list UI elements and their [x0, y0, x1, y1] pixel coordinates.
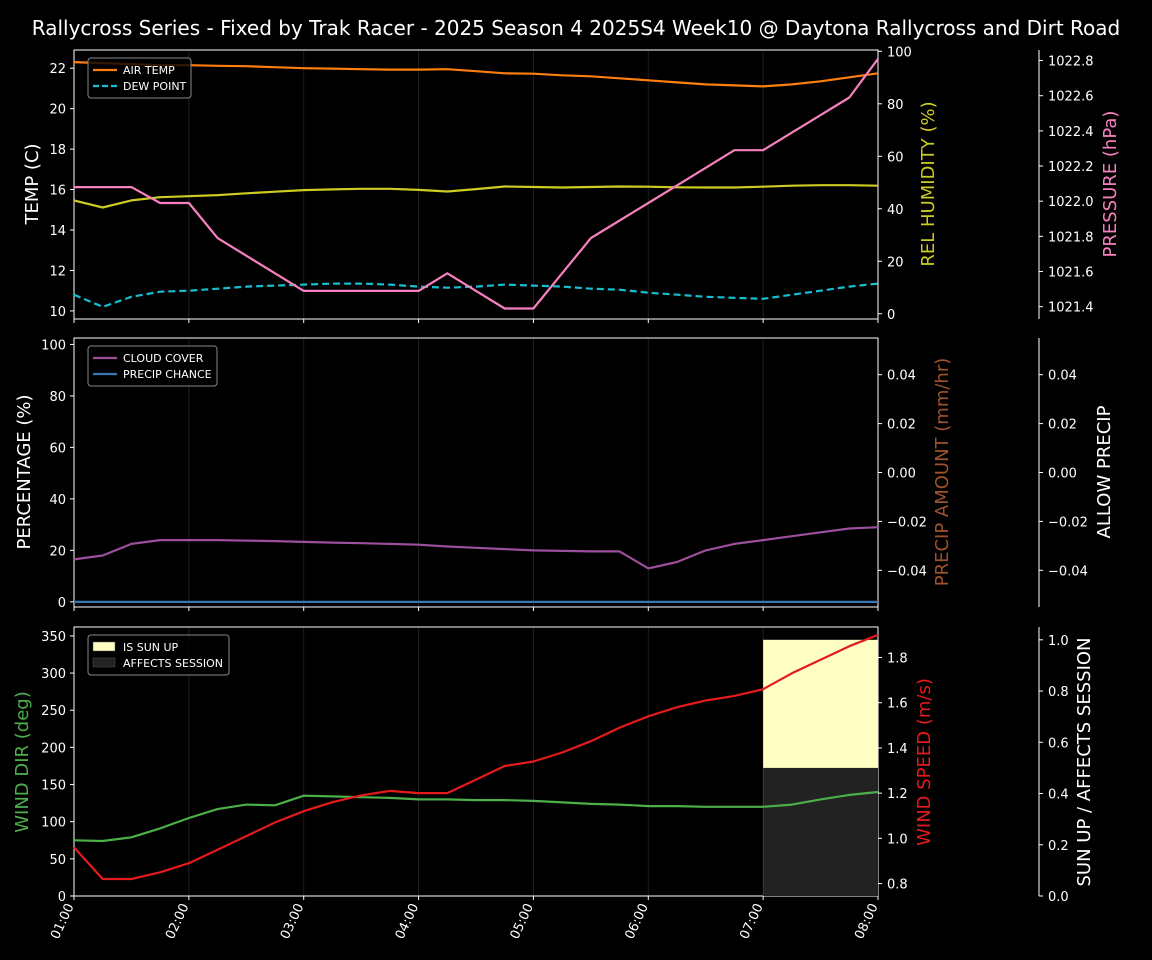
pressure-axis-tick-label: 1022.4 — [1048, 125, 1094, 140]
x-tick-label: 02:00 — [163, 901, 192, 941]
wind-speed-axis-tick-label: 0.8 — [887, 878, 908, 893]
sun-legend-patch — [92, 641, 116, 652]
pressure-axis-tick-label: 1021.4 — [1048, 301, 1094, 316]
percentage-axis-label: PERCENTAGE (%) — [14, 394, 35, 549]
wind-speed-axis-tick-label: 1.4 — [887, 742, 908, 757]
wind-speed-axis-tick-label: 1.8 — [887, 652, 908, 667]
x-tick-label: 05:00 — [508, 901, 537, 941]
wind-dir-axis-tick-label: 100 — [41, 816, 66, 831]
pressure-line — [74, 58, 879, 310]
temperature-legend-label: AIR TEMP — [123, 64, 175, 77]
pressure-axis-tick-label: 1021.8 — [1048, 230, 1094, 245]
wind-dir-line — [73, 790, 879, 843]
allow-precip-axis-tick-label: −0.04 — [1048, 564, 1088, 579]
humidity-axis-label: REL HUMIDITY (%) — [918, 101, 939, 266]
wind-dir-axis-tick-label: 350 — [41, 630, 66, 645]
wind-speed-axis-tick-label: 1.0 — [887, 832, 908, 847]
percentage-axis-tick-label: 80 — [49, 390, 66, 405]
humidity-axis-tick-label: 20 — [887, 255, 904, 270]
humidity-axis-tick-label: 80 — [887, 98, 904, 113]
sun-legend-label: AFFECTS SESSION — [123, 657, 223, 670]
x-tick-label: 08:00 — [852, 901, 881, 941]
sun-up-axis-tick-label: 0.0 — [1048, 890, 1069, 905]
chart-title: Rallycross Series - Fixed by Trak Racer … — [32, 16, 1120, 40]
sun-up-axis-tick-label: 0.8 — [1048, 685, 1069, 700]
wind-dir-axis-tick-label: 50 — [49, 853, 66, 868]
pressure-axis-tick-label: 1021.6 — [1048, 266, 1094, 281]
temp-axis-tick-label: 22 — [49, 62, 66, 77]
dew-point-line — [73, 282, 879, 308]
precip-amount-axis-tick-label: 0.00 — [887, 467, 916, 482]
wind-dir-axis-tick-label: 200 — [41, 741, 66, 756]
pressure-axis-tick-label: 1022.2 — [1048, 160, 1094, 175]
percentage-axis-tick-label: 40 — [49, 493, 66, 508]
wind-speed-axis-tick-label: 1.2 — [887, 787, 908, 802]
allow-precip-axis-tick-label: 0.00 — [1048, 467, 1077, 482]
temp-axis-tick-label: 14 — [49, 224, 66, 239]
x-tick-label: 01:00 — [48, 901, 77, 941]
allow-precip-axis-label: ALLOW PRECIP — [1094, 405, 1115, 538]
air-temp-line — [73, 61, 879, 88]
wind-dir-axis-tick-label: 150 — [41, 779, 66, 794]
allow-precip-axis-tick-label: −0.02 — [1048, 515, 1088, 530]
temperature-legend-box — [87, 57, 192, 99]
humidity-line — [73, 184, 879, 209]
allow-precip-axis-tick-label: 0.04 — [1048, 369, 1077, 384]
wind-speed-axis-tick-label: 1.6 — [887, 697, 908, 712]
precip-legend: CLOUD COVER PRECIP CHANCE — [87, 345, 218, 387]
precip-amount-axis-tick-label: −0.02 — [887, 515, 927, 530]
temp-axis-label: TEMP (C) — [22, 143, 43, 225]
precip-amount-axis-tick-label: −0.04 — [887, 564, 927, 579]
allow-precip-axis-tick-label: 0.02 — [1048, 418, 1077, 433]
humidity-axis-tick-label: 100 — [887, 45, 912, 60]
pressure-axis-label: PRESSURE (hPa) — [1100, 111, 1121, 258]
temp-axis-tick-label: 10 — [49, 305, 66, 320]
percentage-axis-tick-label: 60 — [49, 441, 66, 456]
percentage-axis-tick-label: 0 — [58, 596, 66, 611]
precip-amount-axis-tick-label: 0.04 — [887, 369, 916, 384]
panel-frame — [73, 49, 879, 320]
sun-up-axis-label: SUN UP / AFFECTS SESSION — [1074, 637, 1095, 886]
precip-amount-axis-tick-label: 0.02 — [887, 418, 916, 433]
affects-session-area — [763, 767, 878, 896]
temp-axis-tick-label: 18 — [49, 143, 66, 158]
wind-dir-axis-tick-label: 0 — [58, 890, 66, 905]
sun-legend-label: IS SUN UP — [123, 641, 179, 654]
pressure-axis-tick-label: 1022.0 — [1048, 195, 1094, 210]
precip-legend-label: CLOUD COVER — [123, 352, 204, 365]
x-tick-label: 04:00 — [393, 901, 422, 941]
temp-axis-tick-label: 12 — [49, 264, 66, 279]
sun-up-axis-tick-label: 0.4 — [1048, 788, 1069, 803]
sun-up-axis-tick-label: 0.2 — [1048, 839, 1069, 854]
sun-legend-patch — [92, 657, 116, 668]
humidity-axis-tick-label: 40 — [887, 203, 904, 218]
cloud-cover-line — [73, 526, 879, 570]
wind-dir-axis-label: WIND DIR (deg) — [12, 691, 33, 833]
x-tick-label: 06:00 — [622, 901, 651, 941]
wind-speed-axis-label: WIND SPEED (m/s) — [914, 678, 935, 846]
humidity-axis-tick-label: 0 — [887, 308, 895, 323]
precip-amount-axis-label: PRECIP AMOUNT (mm/hr) — [932, 358, 953, 587]
percentage-axis-tick-label: 100 — [41, 338, 66, 353]
humidity-axis-tick-label: 60 — [887, 150, 904, 165]
sun-up-axis-tick-label: 0.6 — [1048, 736, 1069, 751]
wind-speed-line — [73, 633, 879, 881]
temp-axis-tick-label: 20 — [49, 103, 66, 118]
sun-legend-box — [87, 634, 230, 676]
percentage-axis-tick-label: 20 — [49, 544, 66, 559]
wind-dir-axis-tick-label: 250 — [41, 704, 66, 719]
wind-dir-axis-tick-label: 300 — [41, 667, 66, 682]
pressure-axis-tick-label: 1022.6 — [1048, 90, 1094, 105]
pressure-axis-tick-label: 1022.8 — [1048, 55, 1094, 70]
temp-axis-tick-label: 16 — [49, 184, 66, 199]
x-tick-label: 03:00 — [278, 901, 307, 941]
x-tick-label: 07:00 — [737, 901, 766, 941]
precip-legend-box — [87, 345, 218, 387]
temperature-legend: AIR TEMP DEW POINT — [87, 57, 192, 99]
sun-up-axis-tick-label: 1.0 — [1048, 634, 1069, 649]
precip-legend-label: PRECIP CHANCE — [123, 368, 212, 381]
sun-legend: IS SUN UP AFFECTS SESSION — [87, 634, 230, 676]
temperature-legend-label: DEW POINT — [123, 80, 187, 93]
